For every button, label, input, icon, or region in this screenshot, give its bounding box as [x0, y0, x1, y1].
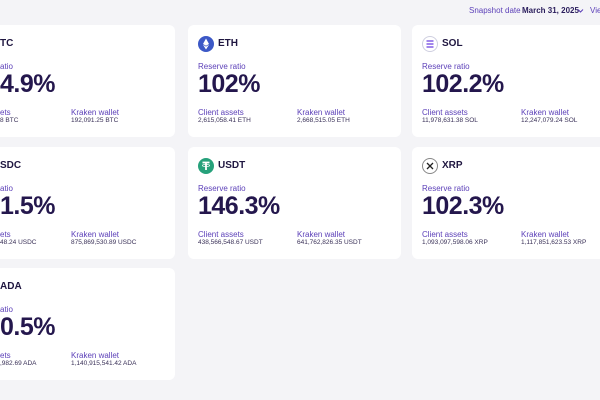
- client-value: 1,093,097,598.06 XRP: [422, 239, 488, 246]
- reserve-label: Reserve ratio: [422, 184, 470, 193]
- asset-icon: [422, 158, 438, 174]
- asset-card: [0, 25, 175, 137]
- asset-name: XRP: [442, 160, 463, 171]
- reserve-label: Reserve ratio: [422, 62, 470, 71]
- client-value: 48.24 USDC: [0, 239, 37, 246]
- wallet-value: 641,762,826.35 USDT: [297, 239, 362, 246]
- wallet-label: Kraken wallet: [521, 230, 570, 239]
- snapshot-date[interactable]: March 31, 2025: [522, 6, 579, 15]
- reserve-label: atio: [0, 184, 13, 193]
- client-value: 438,566,548.67 USDT: [198, 239, 263, 246]
- wallet-label: Kraken wallet: [71, 351, 120, 360]
- wallet-label: Kraken wallet: [71, 108, 120, 117]
- reserve-label: atio: [0, 305, 13, 314]
- asset-card: [0, 268, 175, 380]
- view-link[interactable]: Vie: [590, 6, 600, 15]
- asset-card: [0, 147, 175, 259]
- asset-name: SDC: [0, 160, 22, 171]
- asset-card: [412, 25, 600, 137]
- wallet-value: 1,117,851,623.53 XRP: [521, 239, 587, 246]
- reserve-ratio: 0.5%: [0, 313, 55, 341]
- wallet-value: 12,247,079.24 SOL: [521, 117, 578, 124]
- wallet-label: Kraken wallet: [521, 108, 570, 117]
- client-label: Client assets: [198, 108, 244, 117]
- asset-name: TC: [0, 38, 14, 49]
- reserve-ratio: 102.2%: [422, 70, 504, 98]
- reserve-label: atio: [0, 62, 13, 71]
- client-label: Client assets: [198, 230, 244, 239]
- reserve-ratio: 4.9%: [0, 70, 55, 98]
- wallet-label: Kraken wallet: [297, 108, 346, 117]
- reserve-label: Reserve ratio: [198, 184, 246, 193]
- wallet-value: 1,140,915,541.42 ADA: [71, 360, 137, 367]
- client-label: ets: [0, 351, 11, 360]
- client-label: ets: [0, 108, 11, 117]
- asset-card: [188, 147, 401, 259]
- client-label: ets: [0, 230, 11, 239]
- asset-card: [188, 25, 401, 137]
- wallet-value: 2,668,515.05 ETH: [297, 117, 350, 124]
- asset-card: [412, 147, 600, 259]
- reserve-ratio: 102%: [198, 70, 260, 98]
- asset-name: ETH: [218, 38, 238, 49]
- client-label: Client assets: [422, 230, 468, 239]
- client-value: 8 BTC: [0, 117, 19, 124]
- reserve-ratio: 102.3%: [422, 192, 504, 220]
- client-value: 2,615,058.41 ETH: [198, 117, 251, 124]
- wallet-label: Kraken wallet: [297, 230, 346, 239]
- asset-icon: [198, 36, 214, 52]
- asset-icon: [422, 36, 438, 52]
- asset-name: SOL: [442, 38, 463, 49]
- reserve-ratio: 146.3%: [198, 192, 280, 220]
- client-value: 11,978,631.38 SOL: [422, 117, 478, 124]
- wallet-label: Kraken wallet: [71, 230, 120, 239]
- snapshot-label: Snapshot date: [469, 6, 521, 15]
- asset-name: ADA: [0, 281, 22, 292]
- wallet-value: 192,091.25 BTC: [71, 117, 119, 124]
- reserve-label: Reserve ratio: [198, 62, 246, 71]
- chevron[interactable]: [577, 8, 584, 14]
- client-value: ,982.69 ADA: [0, 360, 37, 367]
- wallet-value: 875,869,530.89 USDC: [71, 239, 137, 246]
- reserve-ratio: 1.5%: [0, 192, 55, 220]
- asset-icon: [198, 158, 214, 174]
- client-label: Client assets: [422, 108, 468, 117]
- asset-name: USDT: [218, 160, 246, 171]
